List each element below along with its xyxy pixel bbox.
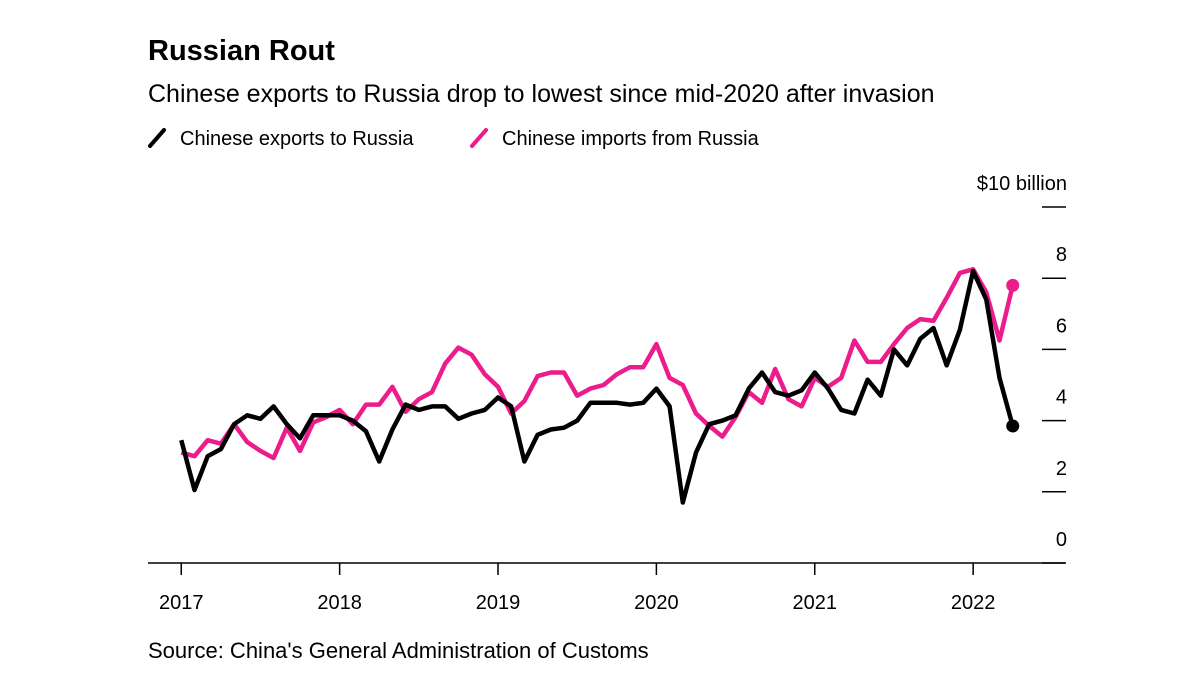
y-tick-label: 0 <box>1056 529 1067 551</box>
x-tick-label: 2019 <box>476 592 521 614</box>
legend-label: Chinese imports from Russia <box>502 128 760 150</box>
x-tick-label: 2022 <box>951 592 996 614</box>
series-line <box>179 268 1015 505</box>
y-tick-label: 8 <box>1056 244 1067 266</box>
x-tick-label: 2021 <box>793 592 838 614</box>
chart-subtitle: Chinese exports to Russia drop to lowest… <box>148 80 935 108</box>
legend-label: Chinese exports to Russia <box>180 128 414 150</box>
x-tick-label: 2018 <box>317 592 362 614</box>
end-marker <box>1006 419 1020 433</box>
y-tick-label: $10 billion <box>977 173 1067 195</box>
end-marker <box>1006 278 1020 292</box>
series-line <box>180 267 1015 461</box>
chart-title: Russian Rout <box>148 35 335 67</box>
y-tick-label: 4 <box>1056 387 1067 409</box>
legend-swatch <box>148 128 166 148</box>
source-note: Source: China's General Administration o… <box>148 638 649 663</box>
y-tick-label: 2 <box>1056 458 1067 480</box>
legend-swatch <box>470 128 488 148</box>
x-tick-label: 2020 <box>634 592 679 614</box>
y-tick-label: 6 <box>1056 315 1067 337</box>
x-tick-label: 2017 <box>159 592 204 614</box>
